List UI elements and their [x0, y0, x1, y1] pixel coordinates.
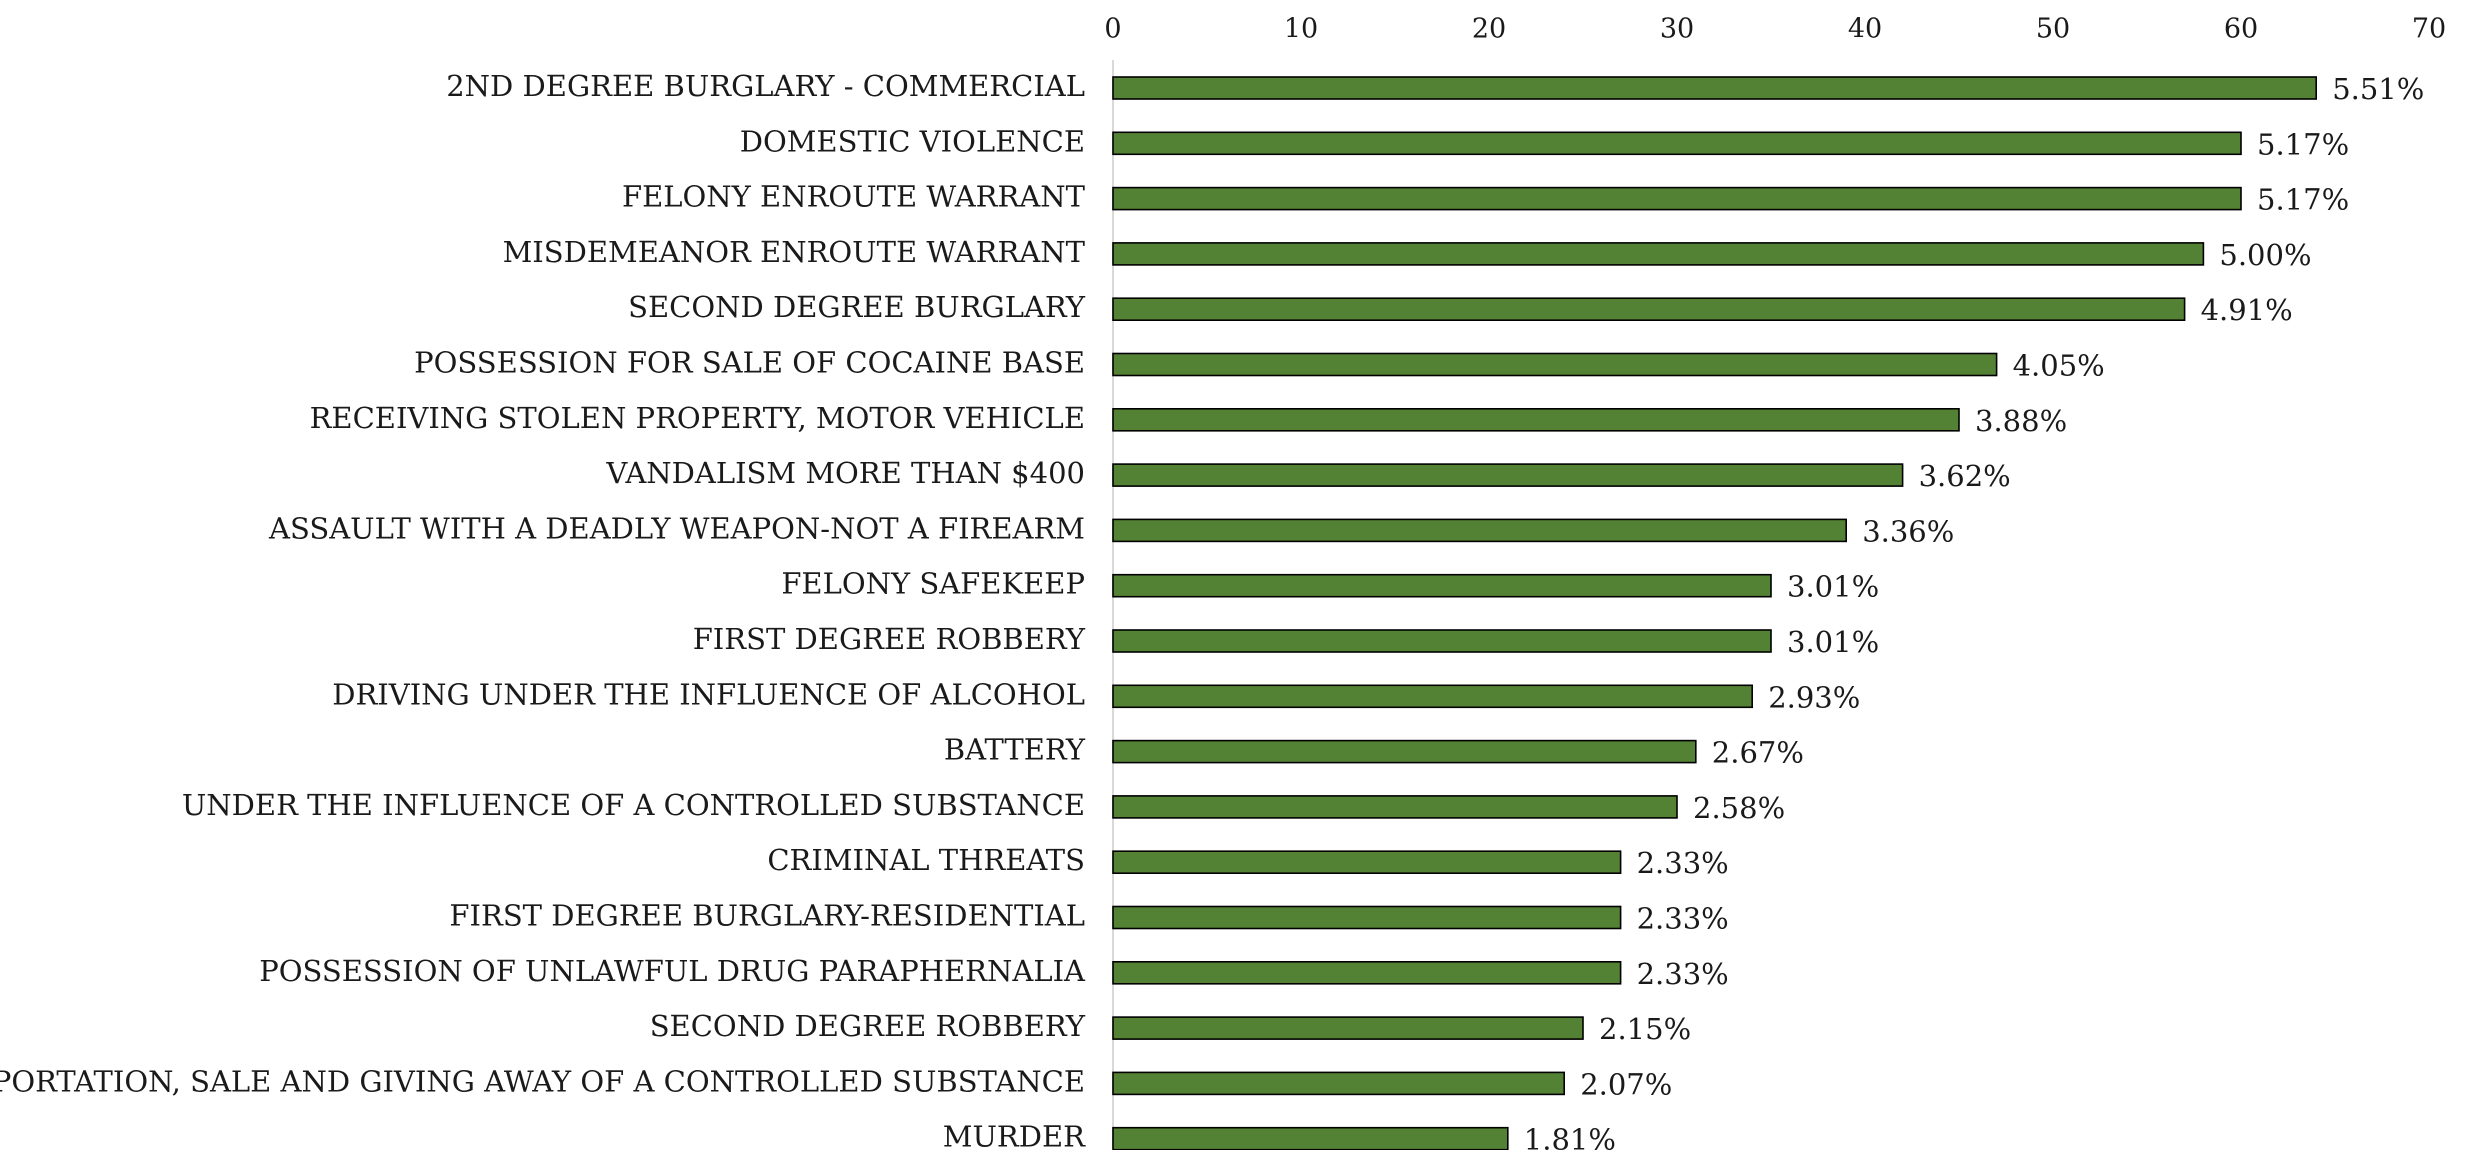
x-tick-label: 0: [1104, 14, 1121, 45]
data-label: 2.33%: [1637, 957, 1729, 991]
bar: [1112, 629, 1772, 653]
bar: [1112, 1016, 1584, 1040]
category-label: SECOND DEGREE ROBBERY: [650, 1009, 1086, 1043]
data-label: 5.00%: [2219, 238, 2311, 272]
data-label: 3.88%: [1975, 404, 2067, 438]
data-label: 3.01%: [1787, 570, 1879, 604]
bar: [1112, 1126, 1509, 1151]
x-tick-label: 40: [1848, 14, 1882, 45]
category-label: UNDER THE INFLUENCE OF A CONTROLLED SUBS…: [182, 788, 1085, 822]
x-tick-label: 70: [2412, 14, 2446, 45]
bar: [1112, 407, 1960, 432]
x-axis: 0 10 20 30 40 50 60 70: [1104, 14, 2446, 45]
data-label: 2.15%: [1599, 1012, 1691, 1046]
bar: [1112, 76, 2317, 100]
x-tick-label: 10: [1284, 14, 1318, 45]
data-label: 4.91%: [2201, 293, 2293, 327]
bar: [1112, 463, 1904, 487]
category-label: BATTERY: [944, 733, 1086, 767]
category-label: ASSAULT WITH A DEADLY WEAPON-NOT A FIREA…: [268, 511, 1085, 545]
category-label: FELONY ENROUTE WARRANT: [622, 180, 1086, 214]
category-label: RECEIVING STOLEN PROPERTY, MOTOR VEHICLE: [310, 401, 1085, 435]
data-label: 3.01%: [1787, 625, 1879, 659]
data-label: 4.05%: [2013, 349, 2105, 383]
bar: [1112, 960, 1622, 985]
category-label: SECOND DEGREE BURGLARY: [628, 290, 1086, 324]
bar: [1112, 186, 2242, 211]
category-label: TRANSPORTATION, SALE AND GIVING AWAY OF …: [0, 1064, 1085, 1098]
category-label: 2ND DEGREE BURGLARY - COMMERCIAL: [446, 69, 1085, 103]
x-tick-label: 30: [1660, 14, 1694, 45]
category-label: POSSESSION OF UNLAWFUL DRUG PARAPHERNALI…: [259, 954, 1086, 988]
data-label: 2.33%: [1637, 902, 1729, 936]
bar: [1112, 684, 1754, 709]
bar: [1112, 795, 1678, 819]
data-label: 3.62%: [1919, 459, 2011, 493]
data-label: 2.58%: [1693, 791, 1785, 825]
category-label: DOMESTIC VIOLENCE: [740, 124, 1085, 158]
bar: [1112, 518, 1848, 543]
data-label: 5.17%: [2257, 183, 2349, 217]
bar: [1112, 131, 2242, 156]
category-label: MURDER: [943, 1120, 1086, 1150]
bar: [1112, 242, 2205, 266]
data-label: 2.67%: [1712, 736, 1804, 770]
category-label: FIRST DEGREE BURGLARY-RESIDENTIAL: [449, 899, 1085, 933]
y-axis: 2ND DEGREE BURGLARY - COMMERCIAL DOMESTIC…: [0, 69, 1086, 1154]
data-label: 5.51%: [2332, 72, 2424, 106]
bars: [1112, 76, 2317, 1151]
data-label: 2.07%: [1580, 1067, 1672, 1101]
category-label: CRIMINAL THREATS: [767, 843, 1085, 877]
data-label: 5.17%: [2257, 127, 2349, 161]
category-label: FELONY SAFEKEEP: [781, 567, 1085, 601]
bar: [1112, 352, 1998, 377]
category-label: POSSESSION FOR SALE OF COCAINE BASE: [414, 346, 1085, 380]
data-label: 2.93%: [1768, 680, 1860, 714]
category-label: FIRST DEGREE ROBBERY: [693, 622, 1086, 656]
category-label: DRIVING UNDER THE INFLUENCE OF ALCOHOL: [332, 677, 1085, 711]
x-tick-label: 20: [1472, 14, 1506, 45]
data-label: 1.81%: [1524, 1123, 1616, 1150]
bar: [1112, 739, 1697, 764]
bar: [1112, 1071, 1566, 1096]
bar: [1112, 297, 2186, 322]
bar: [1112, 850, 1622, 875]
data-label: 3.36%: [1862, 514, 1954, 548]
x-tick-label: 50: [2036, 14, 2070, 45]
category-label: MISDEMEANOR ENROUTE WARRANT: [503, 235, 1086, 269]
bar: [1112, 573, 1772, 598]
bar: [1112, 905, 1622, 930]
category-label: VANDALISM MORE THAN $400: [605, 456, 1085, 490]
data-label: 2.33%: [1637, 846, 1729, 880]
data-labels: 5.51% 5.17% 5.17% 5.00% 4.91% 4.05% 3.88% 3.62%…: [1524, 72, 2425, 1155]
x-tick-label: 60: [2224, 14, 2258, 45]
